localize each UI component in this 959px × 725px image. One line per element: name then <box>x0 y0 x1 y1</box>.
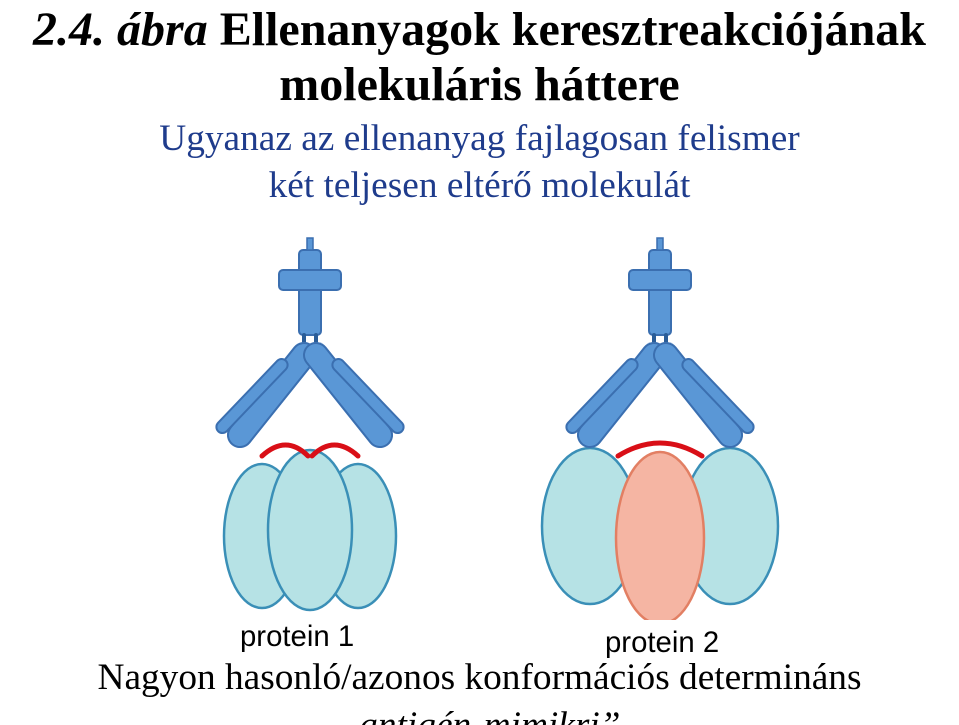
panel-label-protein-2: protein 2 <box>605 626 719 660</box>
title-line-2: molekuláris háttere <box>0 57 959 112</box>
title-prefix: 2.4. ábra <box>33 3 208 56</box>
page: 2.4. ábra Ellenanyagok keresztreakcióján… <box>0 0 959 725</box>
diagram-svg <box>0 220 959 620</box>
figure-caption: Nagyon hasonló/azonos konformációs deter… <box>0 654 959 725</box>
figure-title: 2.4. ábra Ellenanyagok keresztreakcióján… <box>0 0 959 112</box>
diagram-area: protein 1 protein 2 <box>0 220 959 650</box>
title-rest: Ellenanyagok keresztreakciójának <box>208 3 926 56</box>
subtitle-line-2: két teljesen eltérő molekulát <box>0 163 959 210</box>
panel-label-protein-1: protein 1 <box>240 620 354 654</box>
figure-subtitle: Ugyanaz az ellenanyag fajlagosan felisme… <box>0 116 959 209</box>
title-line-1: 2.4. ábra Ellenanyagok keresztreakcióján… <box>0 2 959 57</box>
caption-line-1: Nagyon hasonló/azonos konformációs deter… <box>0 654 959 703</box>
subtitle-line-1: Ugyanaz az ellenanyag fajlagosan felisme… <box>0 116 959 163</box>
caption-line-2: „antigén-mimikri” <box>0 702 959 725</box>
